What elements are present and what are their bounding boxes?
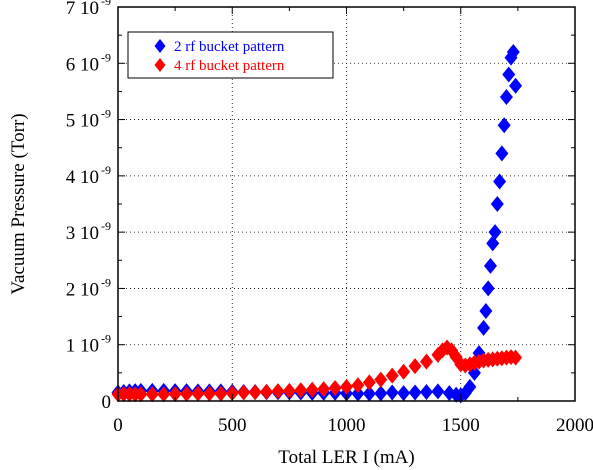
data-point <box>340 378 353 395</box>
data-point <box>214 385 228 402</box>
x-tick-label: 1500 <box>442 415 480 436</box>
data-point <box>385 367 399 384</box>
x-tick-label: 500 <box>218 415 247 436</box>
series-2 <box>111 339 523 403</box>
data-point <box>408 384 422 401</box>
legend-marker <box>154 39 166 53</box>
data-point <box>157 386 171 403</box>
data-point <box>397 385 411 402</box>
legend-label: 2 rf bucket pattern <box>174 39 285 55</box>
data-point <box>202 385 216 402</box>
y-tick-label: 4 10 -9 <box>66 163 111 188</box>
data-point <box>506 44 520 61</box>
data-point <box>419 383 433 400</box>
data-point <box>490 196 504 212</box>
x-axis-label: Total LER I (mA) <box>278 447 414 468</box>
data-point <box>191 385 205 402</box>
data-point <box>248 384 262 401</box>
data-point <box>479 302 493 319</box>
data-point <box>271 383 285 400</box>
data-point <box>260 383 274 400</box>
data-point <box>351 385 365 402</box>
data-point <box>477 319 491 336</box>
data-point <box>493 173 507 190</box>
data-point <box>509 77 523 94</box>
data-point <box>497 117 511 134</box>
data-point <box>351 377 365 394</box>
x-tick-label: 2000 <box>556 415 593 436</box>
x-tick-label: 0 <box>113 415 123 436</box>
axis-ticks <box>117 6 576 402</box>
data-point <box>362 374 376 391</box>
y-tick-label: 5 10 -9 <box>66 107 111 132</box>
y-tick-label: 2 10 -9 <box>66 275 111 300</box>
y-tick-label: 0 <box>102 392 112 413</box>
data-point <box>374 371 388 388</box>
data-point <box>134 386 148 403</box>
data-point <box>282 382 296 399</box>
y-tick-label: 7 10 -9 <box>66 0 111 19</box>
data-point <box>499 89 513 106</box>
data-point <box>408 358 422 375</box>
data-point <box>486 235 500 252</box>
legend-label: 4 rf bucket pattern <box>174 58 285 74</box>
x-tick-label: 1000 <box>328 415 366 436</box>
y-tick-label: 1 10 -9 <box>66 332 111 357</box>
data-point <box>168 385 182 402</box>
data-point <box>495 145 509 162</box>
data-point <box>481 280 495 297</box>
data-point <box>328 380 342 397</box>
data-point <box>145 386 159 403</box>
y-tick-label: 3 10 -9 <box>66 219 111 244</box>
data-point <box>509 349 523 366</box>
data-point <box>385 384 399 401</box>
data-point <box>294 382 308 399</box>
data-point <box>397 363 411 380</box>
legend-marker <box>154 58 166 72</box>
legend: 2 rf bucket pattern 4 rf bucket pattern <box>127 31 334 79</box>
legend-box <box>127 31 334 79</box>
data-point <box>305 381 319 398</box>
data-point <box>374 385 388 402</box>
data-point <box>502 66 516 83</box>
data-point <box>225 385 239 402</box>
data-point <box>431 383 445 400</box>
data-point <box>317 381 331 398</box>
data-point <box>237 384 251 401</box>
data-point <box>419 353 433 370</box>
data-point <box>483 257 497 274</box>
data-point <box>488 224 502 241</box>
y-axis-label: Vacuum Pressure (Torr) <box>8 113 29 294</box>
data-point <box>463 378 477 395</box>
tick-labels: 0 500 1000 1500 2000 0 1 10 -9 2 10 -9 3 10 -9 4 10-… <box>66 0 593 436</box>
y-tick-label: 6 10 -9 <box>66 50 111 75</box>
data-point <box>180 385 194 402</box>
data-point <box>362 385 376 402</box>
series-layer <box>111 44 523 404</box>
data-point <box>504 49 518 66</box>
